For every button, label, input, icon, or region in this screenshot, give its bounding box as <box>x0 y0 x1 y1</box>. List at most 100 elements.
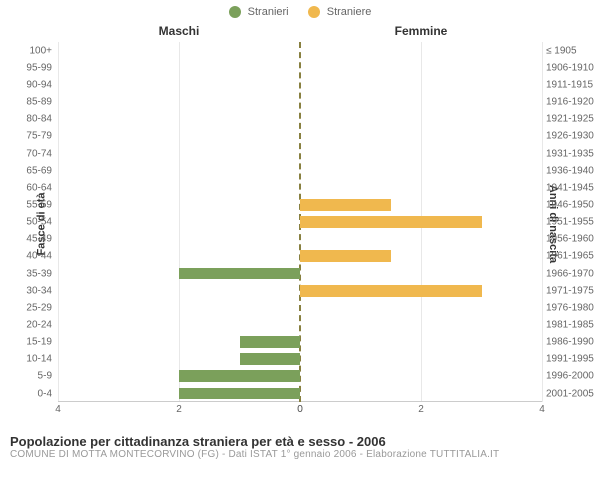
birth-tick: 1966-1970 <box>546 268 598 279</box>
x-tick: 4 <box>55 404 61 415</box>
male-half <box>58 145 300 162</box>
female-half <box>300 196 542 213</box>
data-row: 35-391966-1970 <box>58 265 542 282</box>
female-half <box>300 282 542 299</box>
age-tick: 60-64 <box>18 182 52 193</box>
birth-tick: 1906-1910 <box>546 62 598 73</box>
footer: Popolazione per cittadinanza straniera p… <box>0 428 600 460</box>
bar-male <box>179 388 300 400</box>
bar-male <box>240 353 301 365</box>
bar-male <box>179 370 300 382</box>
age-tick: 10-14 <box>18 354 52 365</box>
data-row: 90-941911-1915 <box>58 76 542 93</box>
data-row: 45-491956-1960 <box>58 231 542 248</box>
axis-title-female: Femmine <box>300 24 542 38</box>
birth-tick: 1946-1950 <box>546 199 598 210</box>
male-half <box>58 128 300 145</box>
birth-tick: 1911-1915 <box>546 79 598 90</box>
age-tick: 40-44 <box>18 251 52 262</box>
age-tick: 30-34 <box>18 285 52 296</box>
age-tick: 90-94 <box>18 79 52 90</box>
male-half <box>58 111 300 128</box>
birth-tick: 1956-1960 <box>546 234 598 245</box>
male-half <box>58 282 300 299</box>
legend-swatch-male <box>229 6 241 18</box>
data-row: 0-42001-2005 <box>58 385 542 402</box>
bar-female <box>300 216 482 228</box>
age-tick: 20-24 <box>18 319 52 330</box>
female-half <box>300 299 542 316</box>
male-half <box>58 265 300 282</box>
data-row: 85-891916-1920 <box>58 94 542 111</box>
male-half <box>58 59 300 76</box>
data-row: 30-341971-1975 <box>58 282 542 299</box>
x-tick: 0 <box>297 404 303 415</box>
birth-tick: 1976-1980 <box>546 302 598 313</box>
age-tick: 45-49 <box>18 234 52 245</box>
footer-subtitle: COMUNE DI MOTTA MONTECORVINO (FG) - Dati… <box>10 449 590 460</box>
footer-title: Popolazione per cittadinanza straniera p… <box>10 434 590 449</box>
birth-tick: 1996-2000 <box>546 371 598 382</box>
male-half <box>58 385 300 402</box>
female-half <box>300 316 542 333</box>
female-half <box>300 162 542 179</box>
female-half <box>300 59 542 76</box>
age-tick: 80-84 <box>18 114 52 125</box>
birth-tick: 1926-1930 <box>546 131 598 142</box>
age-tick: 55-59 <box>18 199 52 210</box>
x-tick: 2 <box>418 404 424 415</box>
male-half <box>58 334 300 351</box>
gridline <box>542 42 543 402</box>
birth-tick: 1931-1935 <box>546 148 598 159</box>
age-tick: 65-69 <box>18 165 52 176</box>
birth-tick: 1936-1940 <box>546 165 598 176</box>
data-row: 70-741931-1935 <box>58 145 542 162</box>
birth-tick: 1981-1985 <box>546 319 598 330</box>
male-half <box>58 231 300 248</box>
female-half <box>300 368 542 385</box>
male-half <box>58 248 300 265</box>
female-half <box>300 111 542 128</box>
bar-female <box>300 250 391 262</box>
female-half <box>300 214 542 231</box>
birth-tick: 1941-1945 <box>546 182 598 193</box>
x-axis-left: 024 <box>58 404 300 418</box>
data-row: 10-141991-1995 <box>58 351 542 368</box>
age-tick: 85-89 <box>18 97 52 108</box>
legend-swatch-female <box>308 6 320 18</box>
birth-tick: 1961-1965 <box>546 251 598 262</box>
bar-male <box>179 268 300 280</box>
birth-tick: 1991-1995 <box>546 354 598 365</box>
age-tick: 50-54 <box>18 217 52 228</box>
legend-item-male: Stranieri <box>229 6 289 18</box>
birth-tick: 1951-1955 <box>546 217 598 228</box>
birth-tick: ≤ 1905 <box>546 45 598 56</box>
data-row: 55-591946-1950 <box>58 196 542 213</box>
birth-tick: 1971-1975 <box>546 285 598 296</box>
legend-label-male: Stranieri <box>248 6 289 18</box>
male-half <box>58 42 300 59</box>
bar-female <box>300 285 482 297</box>
female-half <box>300 179 542 196</box>
x-axis: 024 024 <box>58 404 542 418</box>
data-row: 25-291976-1980 <box>58 299 542 316</box>
x-tick: 4 <box>539 404 545 415</box>
female-half <box>300 334 542 351</box>
legend: Stranieri Straniere <box>0 0 600 20</box>
male-half <box>58 351 300 368</box>
female-half <box>300 76 542 93</box>
female-half <box>300 248 542 265</box>
chart-container: Stranieri Straniere Maschi Femmine Fasce… <box>0 0 600 500</box>
female-half <box>300 351 542 368</box>
female-half <box>300 128 542 145</box>
age-tick: 100+ <box>18 45 52 56</box>
age-tick: 5-9 <box>18 371 52 382</box>
age-tick: 70-74 <box>18 148 52 159</box>
data-row: 80-841921-1925 <box>58 111 542 128</box>
chart-area: Maschi Femmine Fasce di età Anni di nasc… <box>58 20 542 428</box>
data-row: 40-441961-1965 <box>58 248 542 265</box>
male-half <box>58 196 300 213</box>
data-row: 95-991906-1910 <box>58 59 542 76</box>
male-half <box>58 368 300 385</box>
legend-label-female: Straniere <box>327 6 372 18</box>
